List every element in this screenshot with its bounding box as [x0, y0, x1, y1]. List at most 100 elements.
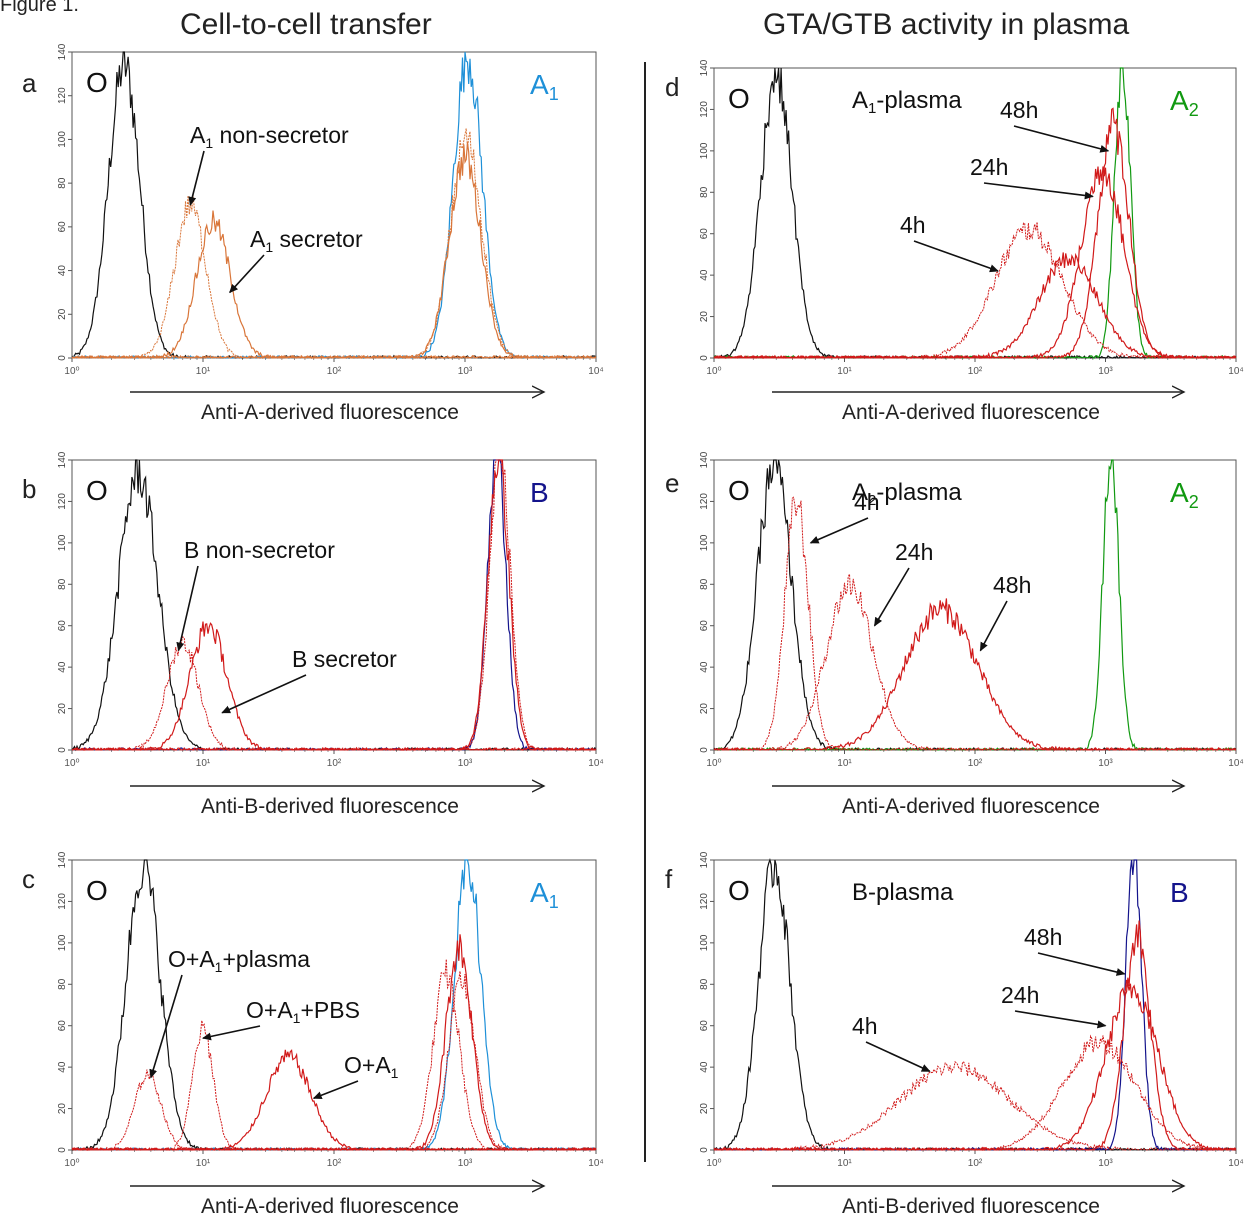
panel-b: 0 20 40 60 80 100 120 140 10⁰ 10¹ 10² 10³ 10⁴ b O B B no… [22, 451, 604, 818]
y-tick-label: 60 [699, 620, 710, 632]
x-tick-label: 10⁴ [588, 758, 603, 769]
histogram-red-dashed [71, 1069, 597, 1151]
annotation-label: 4h [854, 489, 880, 515]
y-tick-label: 40 [699, 1061, 710, 1073]
y-tick-label: 140 [57, 43, 68, 60]
y-tick-label: 120 [57, 87, 68, 104]
y-tick-label: 60 [57, 620, 68, 632]
y-tick-label: 40 [699, 661, 710, 673]
y-tick-label: 40 [699, 269, 710, 281]
plasma-label: A2-plasma [852, 479, 962, 509]
y-tick-label: 60 [699, 228, 710, 240]
x-axis-label: Anti-A-derived fluorescence [201, 1195, 459, 1218]
x-tick-label: 10¹ [837, 758, 852, 769]
annotation-arrow [202, 1025, 261, 1041]
annotation-label: O+A1+PBS [246, 997, 360, 1026]
panel-d: 0 20 40 60 80 100 120 140 10⁰ 10¹ 10² 10³ 10⁴ d O A2 A1-… [665, 59, 1244, 424]
x-tick-label: 10² [968, 366, 983, 377]
y-tick-label: 20 [57, 703, 68, 715]
corner-label-left: O [728, 83, 750, 114]
y-tick-label: 100 [57, 534, 68, 551]
x-tick-label: 10⁰ [64, 366, 79, 377]
panel-letter: c [22, 864, 35, 894]
annotation-label: A1 secretor [250, 226, 363, 255]
x-tick-label: 10² [327, 1158, 342, 1169]
annotation-arrow [865, 1041, 931, 1073]
y-tick-label: 100 [57, 934, 68, 951]
annotation-arrow [1037, 952, 1126, 976]
annotation-label: 24h [1001, 982, 1039, 1008]
panel-letter: b [22, 474, 36, 504]
x-tick-label: 10² [327, 758, 342, 769]
x-tick-label: 10² [327, 366, 342, 377]
annotation-arrow [913, 240, 999, 273]
annotation-arrow [229, 254, 265, 294]
histogram-red-dashed [713, 496, 1237, 751]
annotation-arrow [1014, 1010, 1107, 1029]
annotation-arrow [312, 1080, 359, 1100]
x-tick-label: 10² [968, 1158, 983, 1169]
y-tick-label: 0 [699, 355, 710, 361]
corner-label-right: A2 [1170, 477, 1199, 512]
y-tick-label: 60 [57, 1020, 68, 1032]
annotation-label: 24h [895, 539, 933, 565]
x-tick-label: 10¹ [196, 1158, 211, 1169]
annotation-label: 48h [1024, 924, 1062, 950]
annotation-arrow [1013, 125, 1110, 153]
x-tick-label: 10² [968, 758, 983, 769]
x-axis-label: Anti-A-derived fluorescence [842, 795, 1100, 818]
x-tick-label: 10³ [1098, 758, 1113, 769]
y-tick-label: 80 [699, 186, 710, 198]
y-tick-label: 20 [57, 1103, 68, 1115]
left-column-title: Cell-to-cell transfer [180, 8, 432, 41]
right-column-title: GTA/GTB activity in plasma [763, 8, 1130, 41]
histogram-black [713, 857, 1236, 1152]
y-tick-label: 80 [699, 978, 710, 990]
figure-label: Figure 1. [0, 0, 79, 16]
y-tick-label: 0 [699, 747, 710, 753]
histogram-red-dashed [71, 971, 596, 1151]
annotation-label: O+A1+plasma [168, 946, 310, 975]
corner-label-left: O [86, 67, 108, 98]
y-tick-label: 0 [57, 1147, 68, 1153]
x-tick-label: 10¹ [837, 366, 852, 377]
y-tick-label: 120 [699, 101, 710, 118]
histogram-red [713, 252, 1237, 360]
panel-c: 0 20 40 60 80 100 120 140 10⁰ 10¹ 10² 10³ 10⁴ c O A1 O+A… [22, 851, 604, 1218]
x-tick-label: 10⁴ [588, 1158, 603, 1169]
histogram-green [713, 67, 1237, 359]
annotation-label: 48h [1000, 97, 1038, 123]
annotation-label: 4h [852, 1013, 878, 1039]
panel-f: 0 20 40 60 80 100 120 140 10⁰ 10¹ 10² 10³ 10⁴ f O B B-pl… [665, 851, 1244, 1218]
y-tick-label: 0 [57, 747, 68, 753]
y-tick-label: 140 [699, 451, 710, 468]
histogram-light_blue [71, 51, 597, 359]
histogram-orange [71, 210, 597, 360]
corner-label-left: O [728, 875, 750, 906]
plot-frame [713, 67, 1237, 359]
x-axis-label: Anti-A-derived fluorescence [842, 401, 1100, 424]
corner-label-left: O [86, 875, 108, 906]
histogram-black [71, 459, 597, 752]
x-tick-label: 10⁰ [706, 1158, 721, 1169]
corner-label-right: A2 [1170, 85, 1199, 120]
y-tick-label: 60 [57, 221, 68, 233]
x-axis-label: Anti-B-derived fluorescence [842, 1195, 1100, 1218]
annotation-label: 24h [970, 154, 1008, 180]
annotation-label: 4h [900, 212, 926, 238]
corner-label-right: A1 [530, 69, 559, 104]
corner-label-right: B [530, 477, 549, 508]
column-divider [644, 62, 646, 1162]
histogram-red [71, 621, 597, 751]
corner-label-left: O [86, 475, 108, 506]
annotation-arrow [873, 567, 910, 627]
x-tick-label: 10⁰ [64, 1158, 79, 1169]
x-tick-label: 10³ [458, 1158, 473, 1169]
y-tick-label: 20 [57, 308, 68, 320]
panel-letter: d [665, 72, 679, 102]
x-tick-label: 10⁴ [1228, 758, 1243, 769]
annotation-label: B secretor [292, 646, 397, 672]
x-tick-label: 10⁴ [588, 366, 603, 377]
panel-a: 0 20 40 60 80 100 120 140 10⁰ 10¹ 10² 10³ 10⁴ a O A1 A1 … [22, 43, 604, 424]
histogram-red-dashed [713, 1061, 1237, 1152]
